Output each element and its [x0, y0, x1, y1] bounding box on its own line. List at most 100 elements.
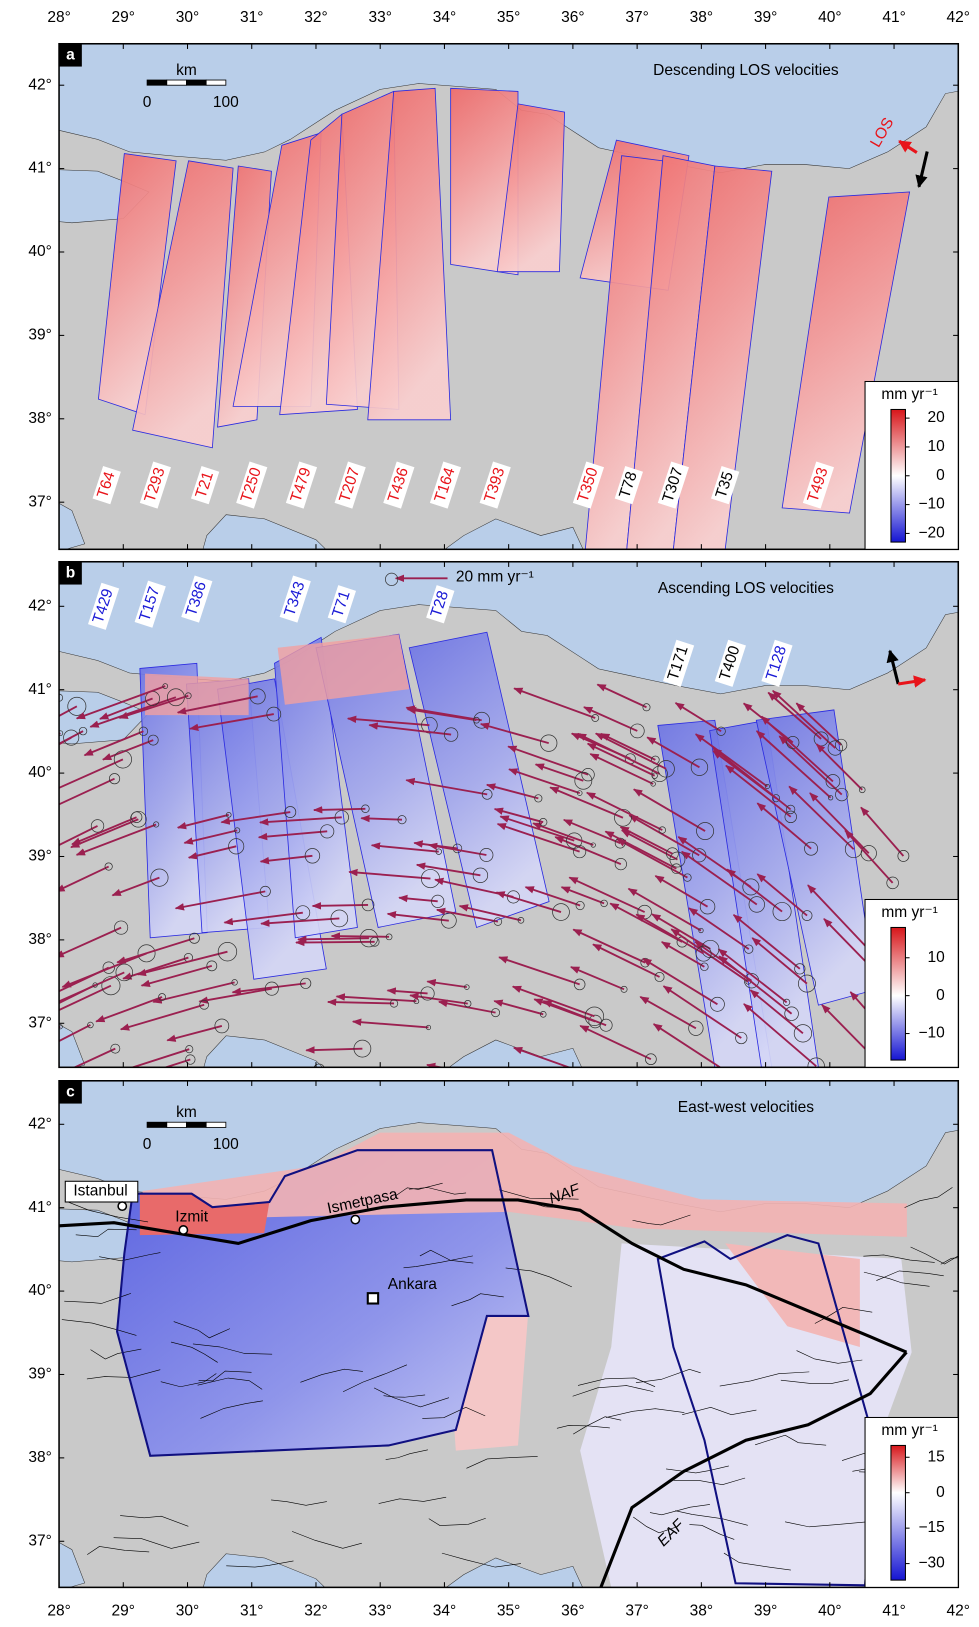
colorbar-tick-label: 0: [936, 467, 945, 484]
colorbar-tick-label: 10: [928, 438, 946, 455]
scale-label: 0: [143, 94, 152, 111]
x-tick-label: 32°: [304, 9, 327, 26]
colorbar-tick-label: 0: [936, 1484, 945, 1501]
city-marker: [179, 1226, 187, 1234]
y-tick-label: 42°: [28, 76, 51, 93]
city-label: Ankara: [388, 1276, 438, 1293]
colorbar-tick-label: 15: [928, 1448, 945, 1465]
east-velocity: [580, 1243, 912, 1587]
x-tick-label: 39°: [754, 1602, 777, 1619]
map-panel: IstanbulIzmitIsmetpasaAnkaraNAFEAF: [27, 1041, 979, 1627]
scale-label: 100: [213, 94, 239, 111]
x-tick-label: 33°: [368, 1602, 391, 1619]
x-tick-label: 30°: [176, 9, 199, 26]
x-tick-label: 36°: [561, 9, 584, 26]
panel-title: Descending LOS velocities: [653, 62, 839, 79]
y-tick-label: 39°: [28, 1366, 51, 1383]
x-tick-label: 28°: [47, 1602, 70, 1619]
x-tick-label: 29°: [112, 9, 135, 26]
y-tick-label: 42°: [28, 1115, 51, 1132]
scale-segment: [186, 80, 206, 85]
x-tick-label: 34°: [433, 9, 456, 26]
scale-segment: [206, 1122, 226, 1127]
colorbar-tick-label: −30: [918, 1555, 945, 1572]
colorbar-unit: mm yr⁻¹: [881, 386, 937, 403]
colorbar: [891, 927, 906, 1060]
scale-unit: km: [176, 62, 197, 79]
city-marker: [351, 1215, 359, 1223]
colorbar-unit: mm yr⁻¹: [881, 1422, 937, 1439]
x-tick-label: 30°: [176, 1602, 199, 1619]
x-tick-label: 35°: [497, 1602, 520, 1619]
y-tick-label: 39°: [28, 327, 51, 344]
x-tick-label: 37°: [625, 9, 648, 26]
y-tick-label: 39°: [28, 848, 51, 865]
y-tick-label: 42°: [28, 597, 51, 614]
x-tick-label: 41°: [882, 1602, 905, 1619]
scale-label: 0: [143, 1136, 152, 1153]
y-tick-label: 40°: [28, 1282, 51, 1299]
colorbar: [891, 409, 906, 542]
y-tick-label: 38°: [28, 931, 51, 948]
velocity-arrow: [0, 1079, 63, 1116]
y-tick-label: 37°: [28, 1014, 51, 1031]
scale-segment: [186, 1122, 206, 1127]
map-panel: T429T157T386T343T71T28T171T400T128: [0, 523, 979, 1148]
city-marker: [368, 1293, 378, 1303]
scale-label: 100: [213, 1136, 239, 1153]
panel-title: East-west velocities: [678, 1099, 814, 1116]
colorbar-box: [865, 899, 958, 1067]
scale-segment: [167, 80, 187, 85]
x-tick-label: 42°: [947, 1602, 970, 1619]
x-tick-label: 36°: [561, 1602, 584, 1619]
colorbar-tick-label: 20: [928, 409, 946, 426]
y-tick-label: 40°: [28, 764, 51, 781]
scale-unit: km: [176, 1104, 197, 1121]
colorbar-tick-label: −20: [918, 525, 945, 542]
y-tick-label: 37°: [28, 1532, 51, 1549]
y-tick-label: 41°: [28, 681, 51, 698]
scale-segment: [206, 80, 226, 85]
error-ellipse: [731, 1073, 738, 1080]
scale-segment: [147, 1122, 167, 1127]
panel-letter: a: [66, 46, 75, 63]
figure: T64T293T21T250T479T207T436T164T393T350T7…: [0, 0, 979, 1627]
x-tick-label: 35°: [497, 9, 520, 26]
x-tick-label: 38°: [690, 1602, 713, 1619]
velocity-arrow: [296, 942, 375, 943]
x-tick-label: 33°: [368, 9, 391, 26]
colorbar-tick-label: 10: [928, 949, 946, 966]
panel-title: Ascending LOS velocities: [658, 580, 834, 597]
y-tick-label: 37°: [28, 493, 51, 510]
colorbar-tick-label: −10: [918, 496, 945, 513]
x-tick-label: 40°: [818, 9, 841, 26]
map-panel: T64T293T21T250T479T207T436T164T393T350T7…: [27, 2, 979, 627]
reference-label: 20 mm yr⁻¹: [456, 568, 534, 585]
x-tick-label: 29°: [112, 1602, 135, 1619]
colorbar-tick-label: −15: [918, 1519, 944, 1536]
y-tick-label: 40°: [28, 243, 51, 260]
city-marker: [118, 1202, 126, 1210]
panel-letter: b: [66, 564, 75, 581]
x-tick-label: 39°: [754, 9, 777, 26]
velocity-arrow: [243, 1070, 319, 1078]
x-tick-label: 42°: [947, 9, 970, 26]
error-ellipse: [584, 1069, 597, 1082]
colorbar-tick-label: −10: [918, 1025, 945, 1042]
city-label: Istanbul: [73, 1183, 127, 1200]
x-tick-label: 38°: [690, 9, 713, 26]
colorbar: [891, 1445, 906, 1580]
velocity-arrow: [0, 698, 59, 732]
panel-letter: c: [66, 1083, 75, 1100]
x-tick-label: 31°: [240, 9, 263, 26]
x-tick-label: 40°: [818, 1602, 841, 1619]
x-tick-label: 32°: [304, 1602, 327, 1619]
y-tick-label: 41°: [28, 160, 51, 177]
x-tick-label: 28°: [47, 9, 70, 26]
colorbar-unit: mm yr⁻¹: [881, 904, 937, 921]
velocity-arrow: [298, 938, 369, 939]
x-tick-label: 41°: [882, 9, 905, 26]
x-tick-label: 37°: [625, 1602, 648, 1619]
scale-segment: [167, 1122, 187, 1127]
city-label: Izmit: [175, 1209, 208, 1226]
